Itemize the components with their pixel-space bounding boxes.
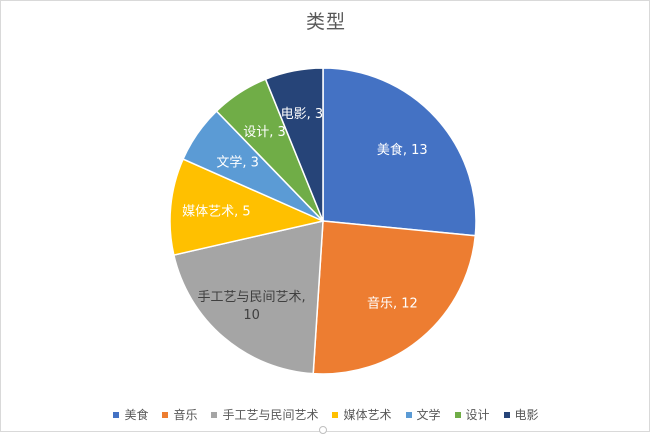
legend-label-crafts: 手工艺与民间艺术 [222, 408, 319, 422]
legend-swatch-film [503, 411, 510, 418]
legend-label-film: 电影 [514, 408, 539, 422]
pie-slice-music[interactable] [312, 220, 477, 375]
legend-item-design[interactable]: 设计 [454, 406, 490, 423]
legend-label-media-art: 媒体艺术 [343, 408, 392, 422]
data-label-design: 设计, 3 [243, 125, 286, 140]
pie-slice-crafts[interactable] [172, 220, 324, 375]
resize-handle-bottom[interactable] [319, 426, 327, 434]
pie-slice-film[interactable] [264, 67, 324, 222]
data-label-music: 音乐, 12 [367, 296, 418, 312]
legend-label-food: 美食 [124, 408, 149, 422]
legend-item-crafts[interactable]: 手工艺与民间艺术 [211, 406, 318, 423]
pie-slice-food[interactable] [322, 67, 477, 237]
chart-title: 类型 [305, 11, 346, 33]
legend-item-film[interactable]: 电影 [503, 406, 539, 423]
data-label-food: 美食, 13 [377, 142, 428, 158]
pie-slice-media-art[interactable] [169, 158, 326, 256]
data-label-film: 电影, 3 [281, 107, 324, 122]
legend-item-food[interactable]: 美食 [113, 406, 148, 423]
legend-label-music: 音乐 [173, 408, 198, 422]
legend-item-literature[interactable]: 文学 [405, 406, 441, 423]
legend-swatch-design [454, 411, 461, 418]
legend-swatch-literature [405, 411, 412, 418]
legend-swatch-media-art [332, 411, 339, 418]
chart-legend[interactable]: 美食 音乐 手工艺与民间艺术 媒体艺术 文学 设计 电影 [1, 406, 650, 423]
data-label-crafts: 手工艺与民间艺术, 10 [198, 290, 306, 323]
legend-label-design: 设计 [465, 408, 490, 422]
data-label-literature: 文学, 3 [216, 154, 259, 170]
data-label-media-art: 媒体艺术, 5 [182, 205, 251, 220]
legend-item-music[interactable]: 音乐 [162, 406, 197, 423]
legend-label-literature: 文学 [416, 408, 441, 422]
legend-swatch-music [162, 411, 169, 418]
legend-swatch-crafts [211, 411, 218, 418]
legend-swatch-food [113, 411, 120, 418]
legend-item-media-art[interactable]: 媒体艺术 [332, 406, 392, 423]
